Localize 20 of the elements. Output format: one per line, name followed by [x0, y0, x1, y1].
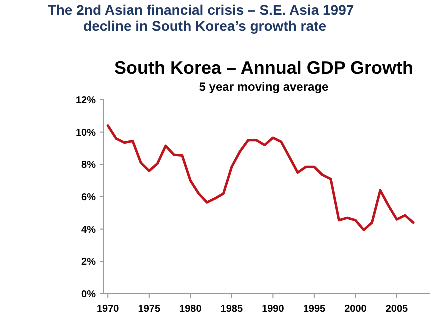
text: The 2nd Asian financial crisis – S.E. Asia 1997: [48, 2, 354, 18]
line-series: [106, 124, 415, 232]
y-tick-label: 2%: [82, 257, 96, 268]
x-tick-label: 1995: [303, 304, 326, 315]
x-tick-label: 2000: [344, 304, 368, 315]
text: decline in South Korea’s growth rate: [84, 18, 327, 34]
chart-title: South Korea – Annual GDP Growth: [114, 58, 414, 78]
x-tick-label: 2005: [386, 304, 409, 315]
y-tick-label: 8%: [82, 160, 96, 172]
x-tick-label: 1985: [220, 304, 244, 315]
x-tick-label: 1975: [138, 304, 161, 315]
y-tick-label: 6%: [82, 192, 96, 204]
x-tick-label: 1970: [97, 304, 120, 315]
y-tick-label: 0%: [82, 290, 96, 300]
y-tick-label: 12%: [76, 96, 96, 106]
y-tick-label: 4%: [82, 224, 96, 236]
x-tick-label: 1980: [180, 304, 202, 315]
y-tick-label: 10%: [76, 128, 96, 139]
x-tick-label: 1990: [262, 304, 285, 315]
chart-subtitle: 5 year moving average: [199, 80, 330, 94]
